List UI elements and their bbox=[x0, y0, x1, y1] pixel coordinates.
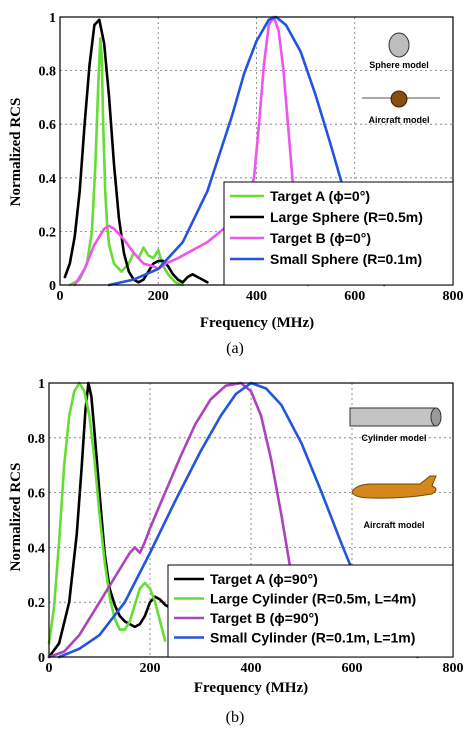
y-tick-label: 0 bbox=[38, 651, 45, 666]
inset-label-b-0: Cylinder model bbox=[361, 433, 426, 443]
legend-label-a-3: Small Sphere (R=0.1m) bbox=[270, 251, 422, 267]
caption-b: (b) bbox=[226, 709, 245, 726]
legend-label-a-0: Target A (ϕ=0°) bbox=[270, 188, 370, 204]
x-tick-label: 200 bbox=[148, 289, 169, 304]
y-axis-label-b: Normalized RCS bbox=[8, 463, 24, 572]
x-tick-label: 200 bbox=[140, 661, 161, 676]
cylinder-end-icon bbox=[430, 407, 442, 427]
legend-a: Target A (ϕ=0°) Large Sphere (R=0.5m) Targ… bbox=[223, 181, 454, 286]
x-tick-label: 800 bbox=[443, 661, 464, 676]
y-tick-label: 0.4 bbox=[28, 541, 46, 556]
x-tick-label: 0 bbox=[46, 661, 53, 676]
legend-label-b-2: Target B (ϕ=90°) bbox=[210, 610, 319, 626]
sphere-model-icon bbox=[388, 32, 410, 58]
x-tick-label: 800 bbox=[443, 289, 464, 304]
x-axis-label-b: Frequency (MHz) bbox=[194, 680, 308, 696]
legend-box-b bbox=[167, 564, 454, 658]
x-axis-label-a: Frequency (MHz) bbox=[200, 315, 314, 331]
ticks-a: 0 200 400 600 800 0 0.2 0.4 0.6 0.8 1 bbox=[39, 11, 464, 304]
legend-label-a-1: Large Sphere (R=0.5m) bbox=[270, 209, 423, 225]
legend-label-b-1: Large Cylinder (R=0.5m, L=4m) bbox=[210, 591, 416, 607]
legend-box-a bbox=[223, 181, 454, 286]
legend-label-b-3: Small Cylinder (R=0.1m, L=1m) bbox=[210, 630, 415, 646]
y-tick-label: 0.2 bbox=[39, 225, 57, 240]
inset-label-a-1: Aircraft model bbox=[368, 115, 429, 125]
caption-a: (a) bbox=[226, 340, 244, 357]
series-line-b-2 bbox=[47, 381, 313, 659]
aircraft-model-icon bbox=[351, 475, 437, 499]
legend-label-b-0: Target A (ϕ=90°) bbox=[210, 571, 318, 587]
ticks-b: 0 200 400 600 800 0 0.2 0.4 0.6 0.8 1 bbox=[28, 377, 464, 676]
y-tick-label: 0.6 bbox=[28, 487, 46, 502]
y-axis-label-a: Normalized RCS bbox=[8, 98, 24, 207]
chart-panel-b: 0 200 400 600 800 0 0.2 0.4 0.6 0.8 1 Frequency (M… bbox=[8, 377, 464, 726]
chart-panel-a: 0 200 400 600 800 0 0.2 0.4 0.6 0.8 1 Frequency (M… bbox=[8, 11, 464, 357]
series-line-a-1 bbox=[63, 18, 209, 284]
y-tick-label: 0.4 bbox=[39, 172, 57, 187]
x-tick-label: 600 bbox=[344, 289, 365, 304]
inset-label-a-0: Sphere model bbox=[369, 60, 429, 70]
series-line-a-0 bbox=[68, 37, 185, 287]
legend-b: Target A (ϕ=90°) Large Cylinder (R=0.5m, … bbox=[167, 564, 454, 658]
x-tick-label: 0 bbox=[57, 289, 64, 304]
y-tick-label: 0.8 bbox=[28, 432, 46, 447]
inset-a: Sphere model Aircraft model bbox=[362, 32, 440, 125]
x-tick-label: 400 bbox=[241, 661, 262, 676]
y-tick-label: 0.8 bbox=[39, 65, 57, 80]
series-line-a-2 bbox=[73, 15, 310, 287]
x-tick-label: 400 bbox=[246, 289, 267, 304]
legend-label-a-2: Target B (ϕ=0°) bbox=[270, 230, 371, 246]
aircraft-model-sphere-icon bbox=[390, 90, 408, 108]
series-line-b-0 bbox=[47, 381, 177, 659]
y-tick-label: 1 bbox=[38, 377, 45, 392]
series-line-b-1 bbox=[47, 381, 167, 645]
inset-label-b-1: Aircraft model bbox=[363, 520, 424, 530]
y-tick-label: 0.2 bbox=[28, 596, 46, 611]
inset-b: Cylinder model Aircraft model bbox=[349, 407, 442, 530]
cylinder-model-icon bbox=[349, 407, 437, 427]
x-tick-label: 600 bbox=[342, 661, 363, 676]
y-tick-label: 0 bbox=[49, 279, 56, 294]
y-tick-label: 1 bbox=[49, 11, 56, 26]
y-tick-label: 0.6 bbox=[39, 118, 57, 133]
